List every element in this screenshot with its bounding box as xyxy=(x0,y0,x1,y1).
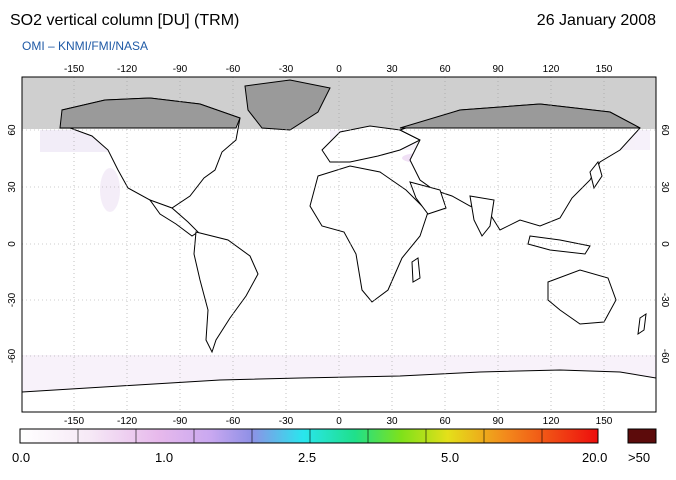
lon-tick-bottom: -120 xyxy=(117,416,137,427)
colorbar-label: 2.5 xyxy=(298,450,317,465)
lon-tick-bottom: 90 xyxy=(492,416,504,427)
lon-tick-bottom: -90 xyxy=(173,416,188,427)
lon-tick-top: 0 xyxy=(336,64,342,75)
graticule xyxy=(22,77,656,412)
lon-tick-top: 30 xyxy=(386,64,398,75)
colorbar-label: 1.0 xyxy=(155,450,174,465)
lon-tick-top: 90 xyxy=(492,64,504,75)
lat-tick-right: -30 xyxy=(659,293,670,308)
lon-tick-bottom: 30 xyxy=(386,416,398,427)
lat-tick-left: 30 xyxy=(7,181,18,193)
data-credit: OMI – KNMI/FMI/NASA xyxy=(22,39,149,53)
map-border xyxy=(21,76,657,413)
colorbar-overflow-swatch xyxy=(627,428,657,444)
lat-tick-right: 60 xyxy=(659,124,670,136)
lon-tick-top: -30 xyxy=(279,64,294,75)
lat-tick-right: -60 xyxy=(659,349,670,364)
lon-tick-top: -60 xyxy=(226,64,241,75)
lat-tick-right: 30 xyxy=(659,181,670,193)
lon-ticks-bottom: -150 -120 -90 -60 -30 0 30 60 90 120 150 xyxy=(64,416,613,427)
lon-tick-top: 120 xyxy=(543,64,560,75)
lon-tick-bottom: 150 xyxy=(596,416,613,427)
lon-tick-bottom: -150 xyxy=(64,416,84,427)
map-date: 26 January 2008 xyxy=(536,12,656,29)
lat-ticks-right: 60 30 0 -30 -60 xyxy=(659,124,670,363)
colorbar-label: 0.0 xyxy=(12,450,31,465)
lon-ticks-top: -150 -120 -90 -60 -30 0 30 60 90 120 150 xyxy=(64,64,613,75)
map-title: SO2 vertical column [DU] (TRM) xyxy=(10,12,240,29)
lat-tick-left: -60 xyxy=(7,348,18,363)
lon-tick-bottom: 0 xyxy=(336,416,342,427)
lon-tick-top: -120 xyxy=(117,64,137,75)
lon-tick-bottom: -30 xyxy=(279,416,294,427)
lon-tick-top: -150 xyxy=(64,64,84,75)
coastlines xyxy=(22,79,656,412)
colorbar-overflow-label: >50 xyxy=(628,450,651,465)
colorbar-ticks xyxy=(77,429,543,443)
colorbar-label: 20.0 xyxy=(582,450,608,465)
lat-tick-left: -30 xyxy=(7,292,18,307)
lat-tick-right: 0 xyxy=(659,241,670,247)
colorbar xyxy=(19,428,599,444)
lon-tick-bottom: 60 xyxy=(439,416,451,427)
lon-tick-top: 150 xyxy=(596,64,613,75)
lat-tick-left: 0 xyxy=(7,241,18,247)
lat-ticks-left: 60 30 0 -30 -60 xyxy=(7,124,18,363)
lat-tick-left: 60 xyxy=(7,124,18,136)
colorbar-label: 5.0 xyxy=(441,450,460,465)
lon-tick-bottom: 120 xyxy=(543,416,560,427)
lon-tick-top: -90 xyxy=(173,64,188,75)
lon-tick-top: 60 xyxy=(439,64,451,75)
lon-tick-bottom: -60 xyxy=(226,416,241,427)
